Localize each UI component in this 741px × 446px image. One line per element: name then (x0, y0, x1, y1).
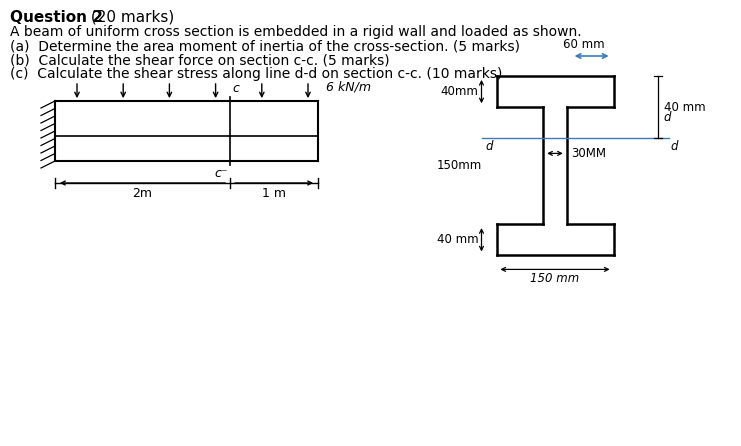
Text: 40mm: 40mm (441, 85, 479, 98)
Text: 40 mm: 40 mm (437, 233, 479, 246)
Text: 150 mm: 150 mm (531, 273, 579, 285)
Text: 40 mm: 40 mm (663, 101, 705, 114)
Text: (20 marks): (20 marks) (86, 10, 174, 25)
Text: 150mm: 150mm (436, 159, 482, 172)
Text: d: d (663, 111, 671, 124)
Text: 60 mm: 60 mm (562, 38, 605, 51)
Text: d: d (671, 140, 678, 153)
Text: 1 m: 1 m (262, 187, 286, 200)
Text: (a)  Determine the area moment of inertia of the cross-section. (5 marks): (a) Determine the area moment of inertia… (10, 39, 520, 53)
Text: (b)  Calculate the shear force on section c-c. (5 marks): (b) Calculate the shear force on section… (10, 53, 390, 67)
Text: c: c (232, 82, 239, 95)
Text: 6 kN/m: 6 kN/m (326, 80, 371, 94)
Text: d: d (485, 140, 493, 153)
Text: A beam of uniform cross section is embedded in a rigid wall and loaded as shown.: A beam of uniform cross section is embed… (10, 25, 582, 39)
Text: 30MM: 30MM (571, 147, 605, 160)
Text: 2m: 2m (133, 187, 153, 200)
Text: (c)  Calculate the shear stress along line d-d on section c-c. (10 marks): (c) Calculate the shear stress along lin… (10, 67, 502, 81)
Text: Question 2: Question 2 (10, 10, 103, 25)
Text: c⁻: c⁻ (214, 167, 228, 180)
